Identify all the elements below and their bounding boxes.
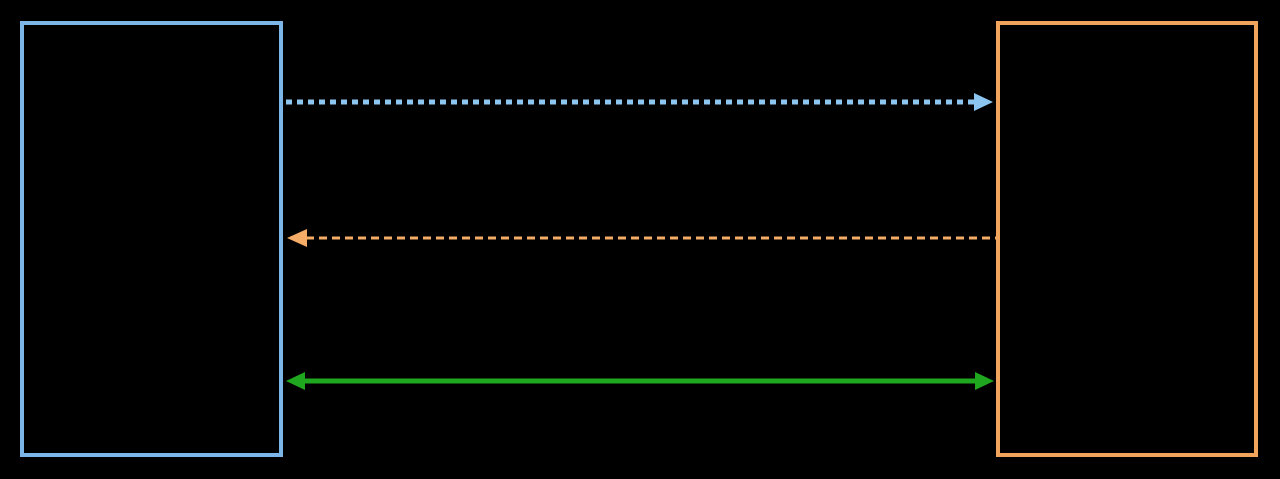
arrow-middle-dashed-left (287, 229, 996, 247)
arrow-bottom-solid-bidirectional (286, 372, 994, 390)
arrow-bottom-head-right-icon (975, 372, 994, 390)
left-node-box (20, 21, 283, 457)
arrow-top-head-right-icon (974, 93, 993, 111)
arrow-bottom-head-left-icon (286, 372, 305, 390)
arrow-top-dashed-right (286, 93, 993, 111)
arrow-middle-head-left-icon (287, 229, 307, 247)
right-node-box (996, 21, 1258, 457)
